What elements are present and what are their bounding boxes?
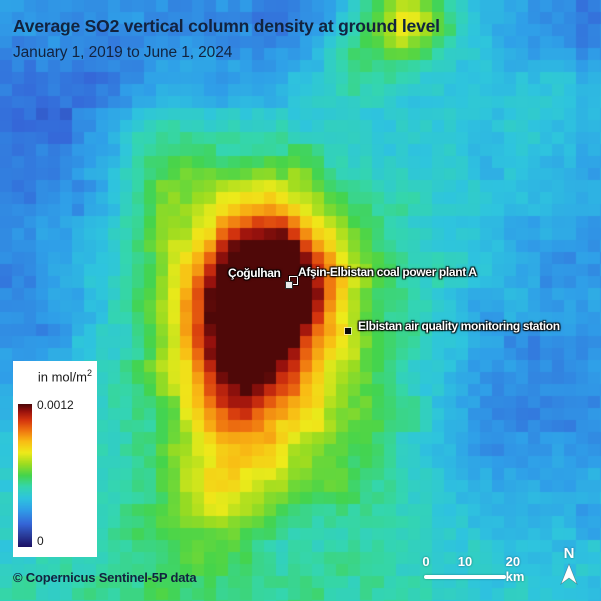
- north-label: N: [563, 545, 575, 562]
- legend-units-superscript: 2: [86, 368, 92, 378]
- scale-bar-tick-10: 10: [457, 554, 473, 569]
- legend-colorbar: [18, 404, 32, 547]
- scale-bar-tick-0: 0: [422, 554, 430, 569]
- power-plant-marker-filled-square-icon: [285, 281, 293, 289]
- map-label-power-plant: Afşin-Elbistan coal power plant A: [298, 265, 477, 279]
- scale-bar-line: [424, 575, 506, 579]
- map-subtitle: January 1, 2019 to June 1, 2024: [13, 44, 233, 61]
- monitoring-station-marker-icon: [345, 328, 351, 334]
- legend-min-value: 0: [37, 534, 44, 548]
- legend-units-label: in mol/m2: [38, 368, 92, 384]
- map-title: Average SO2 vertical column density at g…: [13, 16, 440, 36]
- map-label-monitoring-station: Elbistan air quality monitoring station: [358, 319, 560, 333]
- title-block: Average SO2 vertical column density at g…: [13, 14, 440, 62]
- legend-panel: in mol/m2 0.0012 0: [13, 361, 97, 557]
- attribution-text: © Copernicus Sentinel-5P data: [13, 570, 197, 585]
- scale-bar-tick-20km: 20 km: [505, 554, 525, 584]
- north-arrow-icon: [560, 563, 578, 585]
- legend-units-text: in mol/m: [37, 369, 87, 385]
- power-plant-marker-open-square-icon: [289, 276, 298, 285]
- map-label-town: Çoğulhan: [228, 266, 281, 280]
- legend-max-value: 0.0012: [37, 398, 74, 412]
